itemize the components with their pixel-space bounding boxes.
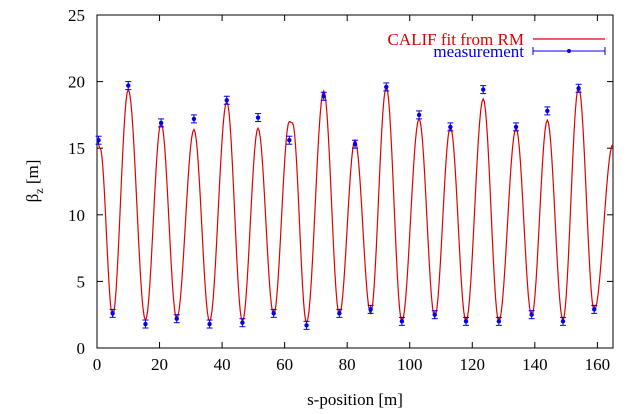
legend-label-measurement: measurement (433, 42, 524, 61)
x-tick-label: 120 (460, 355, 486, 374)
measurement-point (367, 304, 374, 314)
measurement-point (559, 316, 566, 326)
legend: CALIF fit from RM measurement (388, 30, 606, 61)
measurement-point (495, 316, 502, 326)
measurement-point (575, 83, 582, 93)
x-tick-label: 160 (585, 355, 611, 374)
y-tick-label: 25 (68, 6, 85, 25)
tick-marks (96, 14, 613, 349)
y-tick-label: 5 (77, 272, 86, 291)
x-tick-label: 140 (522, 355, 548, 374)
tick-labels: 0 20 40 60 80 100 120 140 160 0 5 10 15 20 25 (68, 6, 610, 374)
measurement-point (158, 118, 165, 128)
y-tick-label: 10 (68, 206, 85, 225)
plot-frame (96, 14, 614, 349)
measurement-point (431, 310, 438, 320)
measurement-point (320, 91, 327, 101)
measurement-point (447, 122, 454, 132)
measurement-point (303, 320, 310, 330)
legend-label-fit: CALIF fit from RM (388, 30, 524, 49)
measurement-point (206, 319, 213, 329)
measurement-point (463, 316, 470, 326)
measurement-point (383, 82, 390, 92)
measurement-point (513, 122, 520, 132)
y-axis-title: βz [m] (23, 160, 46, 203)
measurement-point (95, 135, 102, 145)
measurement-point (190, 114, 197, 124)
measurement-point (223, 95, 230, 105)
measurement-point (270, 308, 277, 318)
measurement-point (544, 106, 551, 116)
legend-marker-measurement (567, 49, 571, 53)
measurement-point (109, 308, 116, 318)
x-tick-label: 100 (397, 355, 423, 374)
measurement-point (336, 308, 343, 318)
measurement-series (95, 81, 598, 330)
measurement-point (142, 319, 149, 329)
measurement-point (286, 135, 293, 145)
x-axis-title: s-position [m] (307, 390, 403, 409)
measurement-point (352, 139, 358, 149)
y-tick-label: 20 (68, 73, 85, 92)
x-tick-label: 80 (339, 355, 356, 374)
measurement-point (398, 316, 405, 326)
x-tick-label: 40 (214, 355, 231, 374)
measurement-point (528, 310, 535, 320)
fit-line (96, 85, 614, 325)
measurement-point (416, 110, 423, 120)
fit-series (96, 85, 614, 325)
y-tick-label: 0 (77, 339, 86, 358)
measurement-point (480, 85, 487, 95)
x-tick-label: 60 (276, 355, 293, 374)
measurement-point (125, 81, 132, 91)
y-tick-label: 15 (68, 139, 85, 158)
measurement-point (239, 318, 246, 328)
measurement-point (173, 314, 180, 324)
x-tick-label: 0 (93, 355, 102, 374)
measurement-point (591, 304, 598, 314)
measurement-point (255, 113, 262, 123)
x-tick-label: 20 (151, 355, 168, 374)
